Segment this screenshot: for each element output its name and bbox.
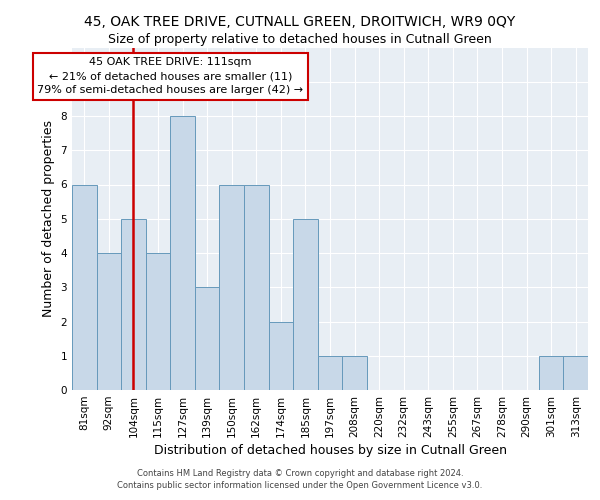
Bar	[244, 184, 269, 390]
Bar	[539, 356, 563, 390]
Text: 45 OAK TREE DRIVE: 111sqm
← 21% of detached houses are smaller (11)
79% of semi-: 45 OAK TREE DRIVE: 111sqm ← 21% of detac…	[37, 57, 304, 95]
Text: Contains HM Land Registry data © Crown copyright and database right 2024.
Contai: Contains HM Land Registry data © Crown c…	[118, 469, 482, 490]
Text: 45, OAK TREE DRIVE, CUTNALL GREEN, DROITWICH, WR9 0QY: 45, OAK TREE DRIVE, CUTNALL GREEN, DROIT…	[85, 15, 515, 29]
Bar	[195, 287, 220, 390]
Text: Size of property relative to detached houses in Cutnall Green: Size of property relative to detached ho…	[108, 32, 492, 46]
Bar	[318, 356, 342, 390]
Bar	[563, 356, 588, 390]
Bar	[342, 356, 367, 390]
Bar	[170, 116, 195, 390]
Bar	[220, 184, 244, 390]
Bar	[269, 322, 293, 390]
Bar	[121, 219, 146, 390]
X-axis label: Distribution of detached houses by size in Cutnall Green: Distribution of detached houses by size …	[154, 444, 506, 457]
Bar	[293, 219, 318, 390]
Y-axis label: Number of detached properties: Number of detached properties	[42, 120, 55, 318]
Bar	[97, 253, 121, 390]
Bar	[146, 253, 170, 390]
Bar	[72, 184, 97, 390]
